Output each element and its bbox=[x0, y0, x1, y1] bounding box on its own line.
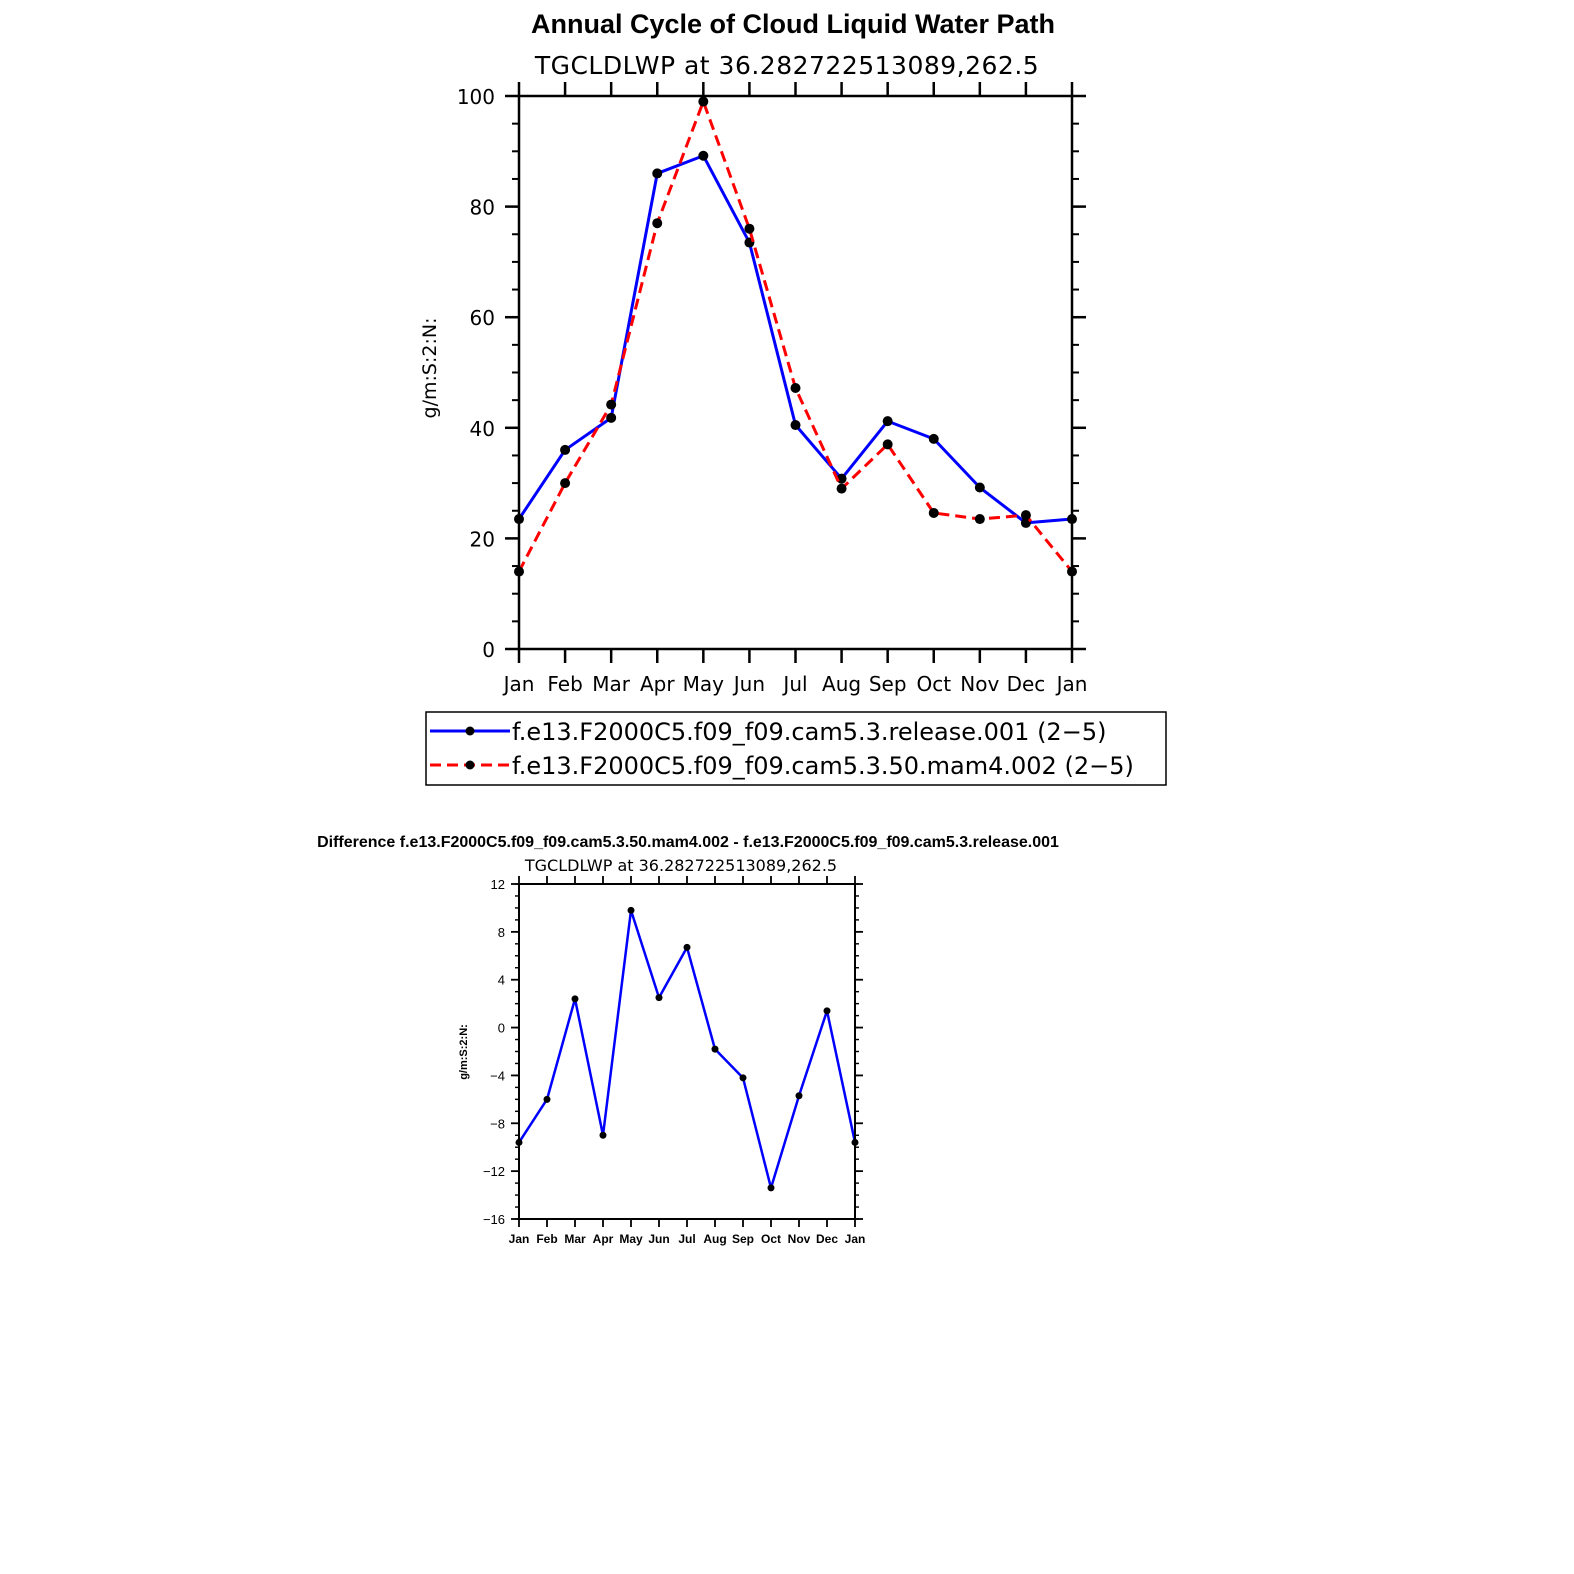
legend-marker-mam4 bbox=[465, 760, 475, 770]
series-0-point bbox=[627, 906, 635, 914]
main-chart-ticks bbox=[505, 82, 1086, 663]
legend-marker-release bbox=[465, 726, 475, 736]
x-tick-label: Jun bbox=[732, 672, 765, 696]
series-1-point bbox=[836, 483, 847, 494]
legend-entry-mam4: f.e13.F2000C5.f09_f09.cam5.3.50.mam4.002… bbox=[430, 752, 1134, 780]
series-0-point bbox=[652, 168, 663, 179]
x-tick-label: May bbox=[683, 672, 725, 696]
series-1-point bbox=[560, 478, 571, 489]
x-tick-label: Nov bbox=[788, 1232, 811, 1246]
x-tick-label: Feb bbox=[536, 1232, 557, 1246]
series-0-point bbox=[683, 943, 691, 951]
difference-chart-title: Difference f.e13.F2000C5.f09_f09.cam5.3.… bbox=[317, 834, 1059, 851]
series-1-point bbox=[606, 399, 617, 410]
x-tick-label: Sep bbox=[732, 1232, 754, 1246]
series-0-point bbox=[739, 1074, 747, 1082]
main-chart-series bbox=[514, 96, 1077, 577]
series-0-point bbox=[560, 444, 571, 455]
series-0-point bbox=[823, 1007, 831, 1015]
y-tick-label: 0 bbox=[498, 1021, 505, 1036]
x-tick-label: May bbox=[619, 1232, 643, 1246]
x-tick-label: Mar bbox=[592, 672, 631, 696]
difference-chart-ticks bbox=[511, 876, 863, 1227]
y-tick-label: −12 bbox=[483, 1164, 505, 1179]
legend-entry-release: f.e13.F2000C5.f09_f09.cam5.3.release.001… bbox=[430, 718, 1106, 746]
series-0-point bbox=[928, 433, 939, 444]
x-tick-label: Sep bbox=[869, 672, 907, 696]
x-tick-label: Feb bbox=[547, 672, 582, 696]
series-1-point bbox=[790, 382, 801, 393]
x-tick-label: Apr bbox=[640, 672, 675, 696]
y-tick-label: 60 bbox=[470, 306, 495, 330]
series-1-point bbox=[652, 218, 663, 229]
series-0-point bbox=[543, 1095, 551, 1103]
x-tick-label: Jul bbox=[781, 672, 807, 696]
x-tick-label: Jan bbox=[1055, 672, 1088, 696]
x-tick-label: Aug bbox=[822, 672, 861, 696]
x-tick-label: Mar bbox=[564, 1232, 586, 1246]
legend-label-release: f.e13.F2000C5.f09_f09.cam5.3.release.001… bbox=[512, 718, 1106, 746]
main-chart-plot-frame bbox=[517, 94, 1074, 651]
series-0-point bbox=[655, 994, 663, 1002]
x-tick-label: Jun bbox=[648, 1232, 669, 1246]
legend-label-mam4: f.e13.F2000C5.f09_f09.cam5.3.50.mam4.002… bbox=[512, 752, 1134, 780]
y-tick-label: 12 bbox=[491, 877, 505, 892]
x-tick-label: Jan bbox=[502, 672, 535, 696]
y-tick-label: 80 bbox=[470, 196, 495, 220]
series-0-point bbox=[711, 1045, 719, 1053]
difference-chart-plot-frame bbox=[518, 883, 856, 1220]
main-chart-legend: f.e13.F2000C5.f09_f09.cam5.3.release.001… bbox=[425, 711, 1167, 786]
x-tick-label: Aug bbox=[703, 1232, 726, 1246]
series-line-0 bbox=[517, 909, 857, 1190]
y-tick-label: 0 bbox=[482, 638, 495, 662]
series-0-point bbox=[767, 1184, 775, 1192]
series-line-0 bbox=[517, 154, 1073, 525]
y-tick-label: 8 bbox=[498, 925, 505, 940]
difference-chart: Difference f.e13.F2000C5.f09_f09.cam5.3.… bbox=[317, 834, 1059, 1246]
series-0-point bbox=[882, 416, 893, 427]
series-0-point bbox=[571, 995, 579, 1003]
series-1-point bbox=[928, 507, 939, 518]
series-line-1 bbox=[517, 100, 1074, 573]
series-0-point bbox=[698, 150, 709, 161]
series-0-point bbox=[606, 412, 617, 423]
main-chart-y-axis-label: g/m:S:2:N: bbox=[419, 318, 441, 419]
series-1-point bbox=[1020, 510, 1031, 521]
x-tick-label: Apr bbox=[593, 1232, 614, 1246]
y-tick-label: −16 bbox=[483, 1212, 505, 1227]
main-chart: Annual Cycle of Cloud Liquid Water Path … bbox=[419, 9, 1087, 696]
y-tick-label: 20 bbox=[470, 527, 495, 551]
x-tick-label: Dec bbox=[816, 1232, 838, 1246]
difference-chart-tick-labels: Jan Feb Mar Apr May Jun Jul Aug Sep Oct Nov Dec Jan−… bbox=[483, 877, 865, 1246]
x-tick-label: Jan bbox=[509, 1232, 530, 1246]
series-1-point bbox=[698, 96, 709, 107]
y-tick-label: 4 bbox=[498, 973, 505, 988]
series-0-point bbox=[599, 1131, 607, 1139]
y-tick-label: −8 bbox=[490, 1116, 505, 1131]
legend-frame bbox=[425, 711, 1167, 786]
series-1-point bbox=[882, 439, 893, 450]
x-tick-label: Oct bbox=[916, 672, 951, 696]
x-tick-label: Oct bbox=[761, 1232, 781, 1246]
x-tick-label: Jan bbox=[845, 1232, 866, 1246]
y-tick-label: 100 bbox=[457, 85, 495, 109]
series-0-point bbox=[790, 420, 801, 431]
difference-chart-subtitle: TGCLDLWP at 36.282722513089,262.5 bbox=[524, 856, 837, 875]
difference-chart-y-axis-label: g/m:S:2:N: bbox=[458, 1024, 470, 1080]
x-tick-label: Nov bbox=[960, 672, 999, 696]
series-1-point bbox=[744, 223, 755, 234]
main-chart-subtitle: TGCLDLWP at 36.282722513089,262.5 bbox=[534, 51, 1039, 80]
series-0-point bbox=[836, 473, 847, 484]
x-tick-label: Jul bbox=[678, 1232, 695, 1246]
series-0-point bbox=[974, 482, 985, 493]
x-tick-label: Dec bbox=[1007, 672, 1046, 696]
main-chart-tick-labels: Jan Feb Mar Apr May Jun Jul Aug Sep Oct Nov Dec Jan 0… bbox=[457, 85, 1088, 696]
y-tick-label: −4 bbox=[490, 1068, 505, 1083]
difference-chart-series bbox=[515, 906, 859, 1192]
series-0-point bbox=[795, 1092, 803, 1100]
main-chart-title: Annual Cycle of Cloud Liquid Water Path bbox=[531, 9, 1055, 39]
series-1-point bbox=[974, 514, 985, 525]
y-tick-label: 40 bbox=[470, 417, 495, 441]
